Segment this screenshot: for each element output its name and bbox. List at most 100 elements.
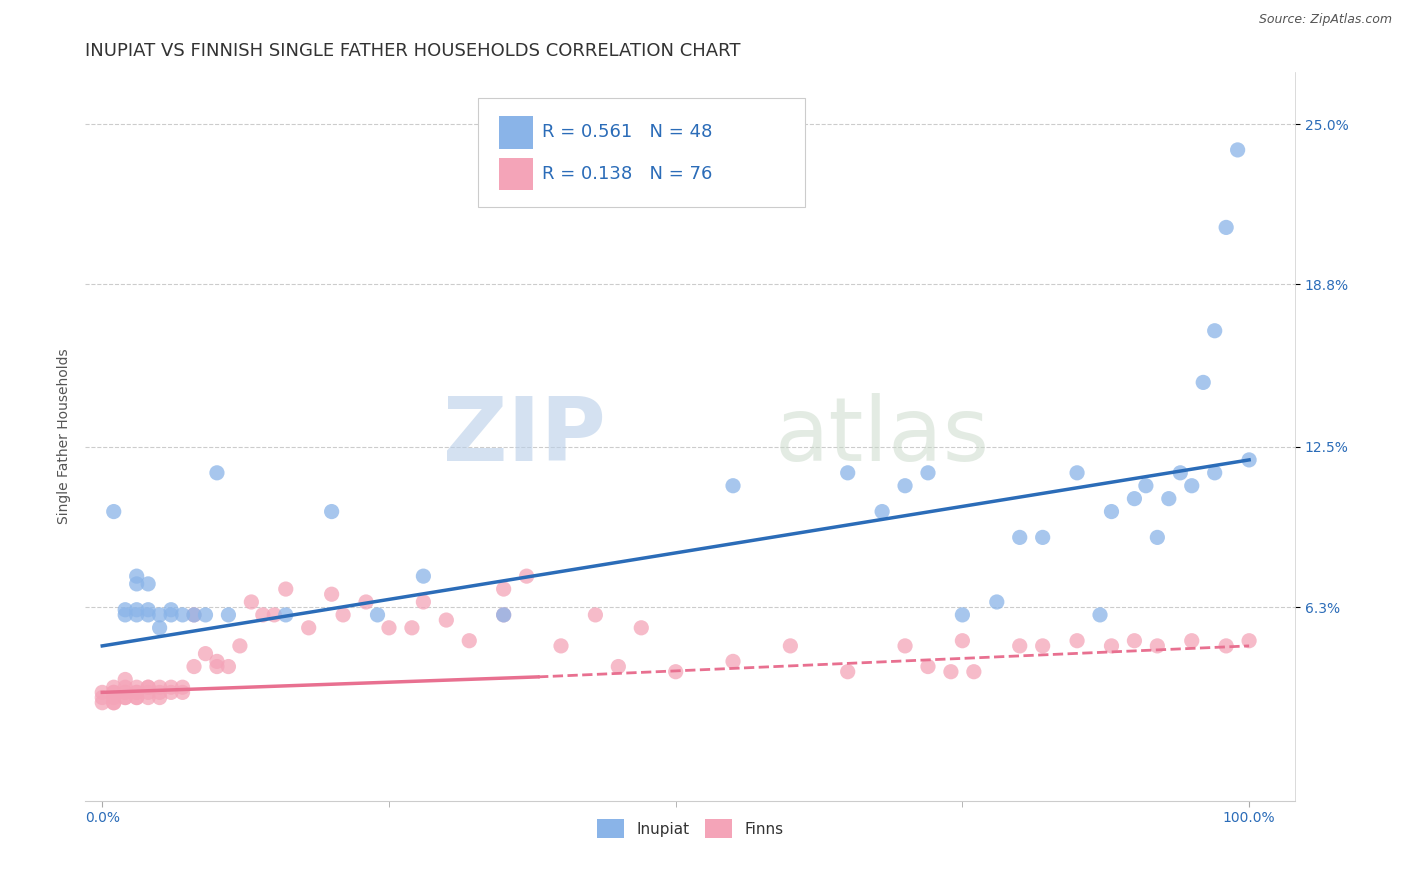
Point (401, 621, 423, 635)
Point (354, 595, 377, 609)
Point (149, 680, 172, 694)
Point (1192, 376, 1215, 390)
Text: INUPIAT VS FINNISH SINGLE FATHER HOUSEHOLDS CORRELATION CHART: INUPIAT VS FINNISH SINGLE FATHER HOUSEHO… (86, 42, 741, 60)
Point (1204, 324, 1226, 338)
Text: ZIP: ZIP (443, 393, 606, 480)
Point (1101, 639, 1123, 653)
Point (136, 685, 159, 699)
Point (217, 607, 239, 622)
Point (274, 582, 297, 596)
Point (607, 659, 630, 673)
Point (837, 665, 859, 679)
Point (183, 607, 205, 622)
Point (492, 607, 515, 622)
Point (894, 639, 917, 653)
Point (91, 690, 114, 705)
Text: atlas: atlas (775, 393, 990, 480)
Point (1101, 505, 1123, 519)
Point (630, 621, 652, 635)
Point (950, 633, 973, 648)
Point (240, 595, 263, 609)
Point (205, 659, 228, 673)
Point (160, 685, 183, 699)
Point (149, 621, 172, 635)
Point (125, 685, 148, 699)
Point (1146, 530, 1168, 544)
Point (1237, 633, 1260, 648)
Point (1032, 639, 1054, 653)
Point (917, 466, 939, 480)
Point (125, 577, 148, 591)
Point (1008, 639, 1031, 653)
Point (665, 665, 688, 679)
Point (1215, 639, 1237, 653)
Text: R = 0.561   N = 48: R = 0.561 N = 48 (543, 123, 713, 141)
Text: Source: ZipAtlas.com: Source: ZipAtlas.com (1258, 13, 1392, 27)
Point (378, 621, 401, 635)
Point (1088, 607, 1111, 622)
Point (1032, 530, 1054, 544)
Point (1146, 639, 1168, 653)
Point (114, 685, 136, 699)
Point (1135, 479, 1157, 493)
Point (149, 690, 172, 705)
Point (229, 639, 252, 653)
Point (1157, 491, 1180, 506)
Point (149, 607, 172, 622)
Point (149, 685, 172, 699)
Point (194, 607, 217, 622)
Point (114, 690, 136, 705)
Point (516, 569, 538, 583)
Point (412, 569, 434, 583)
Point (366, 607, 388, 622)
Point (1123, 491, 1146, 506)
Point (114, 685, 136, 699)
Point (103, 685, 125, 699)
Point (1066, 633, 1088, 648)
Point (183, 659, 205, 673)
Point (103, 696, 125, 710)
Point (458, 633, 481, 648)
FancyBboxPatch shape (499, 158, 533, 190)
Point (136, 680, 159, 694)
Point (332, 607, 354, 622)
Point (412, 595, 434, 609)
Point (194, 647, 217, 661)
Point (252, 607, 274, 622)
Point (492, 607, 515, 622)
Point (1181, 479, 1204, 493)
Point (1215, 220, 1237, 235)
Point (1226, 143, 1249, 157)
Point (136, 577, 159, 591)
Point (125, 690, 148, 705)
Point (114, 673, 136, 687)
Point (963, 665, 986, 679)
Legend: Inupiat, Finns: Inupiat, Finns (591, 814, 790, 844)
Point (136, 607, 159, 622)
Point (321, 505, 343, 519)
Point (125, 690, 148, 705)
Point (125, 569, 148, 583)
Point (103, 685, 125, 699)
FancyBboxPatch shape (478, 98, 806, 207)
Point (114, 690, 136, 705)
Point (114, 603, 136, 617)
Point (91, 696, 114, 710)
Point (160, 607, 183, 622)
Point (837, 466, 859, 480)
Point (894, 479, 917, 493)
FancyBboxPatch shape (499, 116, 533, 149)
Point (1008, 530, 1031, 544)
Point (103, 505, 125, 519)
Point (217, 659, 239, 673)
Point (160, 680, 183, 694)
Point (172, 607, 194, 622)
Point (136, 690, 159, 705)
Point (172, 680, 194, 694)
Point (1168, 466, 1191, 480)
Point (136, 680, 159, 694)
Point (1123, 633, 1146, 648)
Text: R = 0.138   N = 76: R = 0.138 N = 76 (543, 165, 713, 184)
Point (298, 621, 321, 635)
Point (492, 582, 515, 596)
